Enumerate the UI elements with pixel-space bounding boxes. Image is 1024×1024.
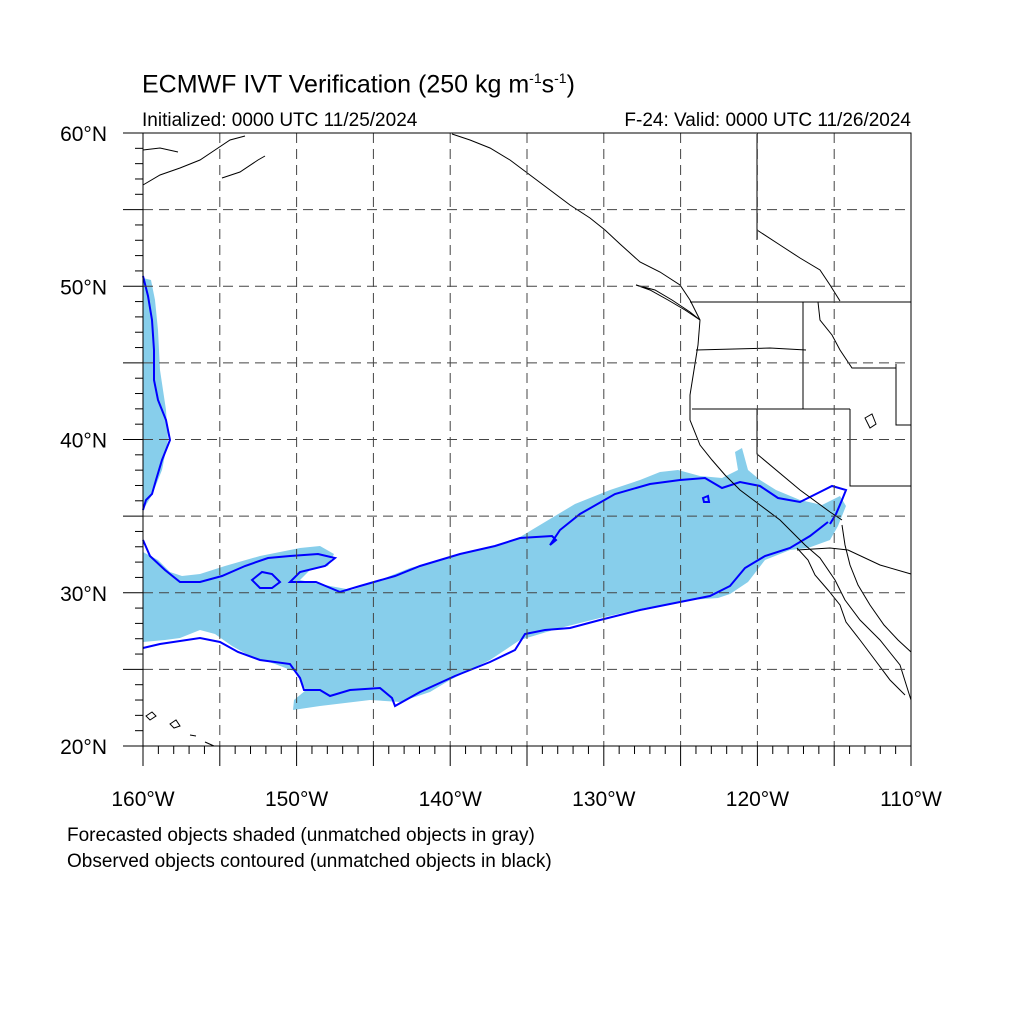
idaho-montana-border bbox=[817, 301, 896, 369]
lat-label: 40°N bbox=[60, 430, 107, 453]
wyoming-border bbox=[895, 364, 911, 426]
forecast-objects bbox=[143, 278, 846, 710]
baja-coast bbox=[796, 547, 906, 696]
lon-label: 150°W bbox=[265, 788, 328, 811]
nevada-utah-border bbox=[849, 409, 911, 487]
chart-title: ECMWF IVT Verification (250 kg m-1s-1) bbox=[142, 70, 575, 99]
canada-province-line bbox=[756, 229, 841, 302]
lat-label: 60°N bbox=[60, 123, 107, 146]
north-american-coast bbox=[451, 133, 912, 701]
observed-contour-north bbox=[142, 275, 172, 511]
valid-time: F-24: Valid: 0000 UTC 11/26/2024 bbox=[624, 110, 911, 131]
gulf-california-coast bbox=[841, 524, 912, 653]
latitude-labels: 60°N 50°N 40°N 30°N 20°N bbox=[60, 123, 107, 759]
lon-label: 120°W bbox=[726, 788, 789, 811]
forecast-object-main bbox=[143, 448, 846, 710]
alaska-coast bbox=[142, 135, 246, 186]
us-mexico-border bbox=[796, 547, 912, 575]
graticule bbox=[143, 133, 911, 746]
axis-ticks bbox=[123, 132, 912, 766]
observed-contour-hole bbox=[250, 570, 282, 589]
lon-label: 130°W bbox=[572, 788, 635, 811]
coastlines bbox=[142, 133, 912, 747]
lat-label: 30°N bbox=[60, 583, 107, 606]
lon-label: 160°W bbox=[111, 788, 174, 811]
initialized-time: Initialized: 0000 UTC 11/25/2024 bbox=[142, 110, 418, 131]
oregon-washington-border bbox=[695, 347, 807, 351]
longitude-labels: 160°W 150°W 140°W 130°W 120°W 110°W bbox=[111, 788, 942, 811]
forecast-object-north bbox=[143, 278, 168, 510]
legend-note-observed: Observed objects contoured (unmatched ob… bbox=[67, 851, 552, 872]
vancouver-island bbox=[635, 284, 701, 321]
observed-contour-upper bbox=[142, 476, 848, 594]
observed-contour-lower bbox=[142, 521, 829, 708]
lon-label: 110°W bbox=[880, 788, 942, 811]
hawaii-islands bbox=[145, 711, 215, 747]
lat-label: 20°N bbox=[60, 736, 107, 759]
map-frame bbox=[142, 132, 912, 747]
alaska-islands bbox=[142, 147, 266, 179]
lat-label: 50°N bbox=[60, 276, 107, 299]
lon-label: 140°W bbox=[419, 788, 482, 811]
great-salt-lake bbox=[864, 413, 877, 429]
legend-note-forecast: Forecasted objects shaded (unmatched obj… bbox=[67, 825, 535, 846]
observed-objects bbox=[142, 275, 848, 708]
observed-contour-small bbox=[701, 494, 711, 503]
